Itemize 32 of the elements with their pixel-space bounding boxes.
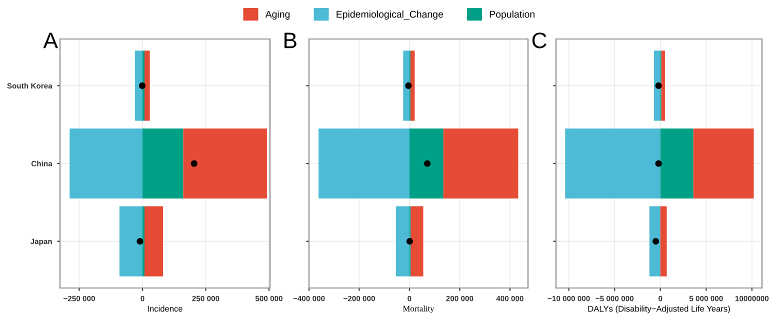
bar — [144, 50, 150, 121]
bar — [649, 206, 660, 276]
chart-title: C — [532, 32, 546, 48]
bar — [396, 206, 410, 276]
legend-label: Epidemiological_Change — [336, 10, 444, 20]
x-axis-title: Incidence — [148, 306, 182, 312]
legend-label: Aging — [265, 10, 290, 20]
bar — [661, 50, 665, 121]
bar — [654, 50, 660, 121]
x-axis-title: DALYs (Disability−Adjusted Life Years) — [588, 306, 730, 314]
bar — [70, 128, 142, 199]
bar — [693, 128, 754, 199]
x-axis-title: Mortality — [403, 306, 434, 314]
bar — [565, 128, 660, 199]
bar — [119, 206, 142, 276]
bar — [144, 206, 163, 276]
legend-label: Population — [490, 10, 534, 20]
bar — [660, 206, 667, 276]
bar — [660, 128, 694, 199]
chart-title: B — [284, 32, 296, 48]
bar — [410, 206, 424, 276]
bar — [410, 50, 415, 121]
bar — [318, 128, 410, 199]
bar — [183, 128, 267, 199]
bar — [142, 128, 184, 199]
bar — [142, 206, 145, 276]
bar — [403, 50, 410, 121]
bar — [409, 128, 444, 199]
chart-title: A — [43, 32, 58, 48]
bar — [134, 50, 142, 121]
bar — [142, 50, 145, 121]
bar — [443, 128, 518, 199]
